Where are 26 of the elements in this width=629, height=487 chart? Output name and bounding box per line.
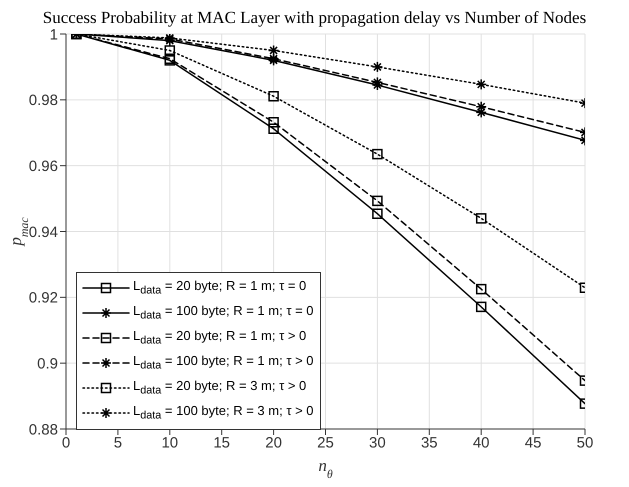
chart-title: Success Probability at MAC Layer with propagation delay vs Number of Nodes [42, 8, 588, 28]
x-tick-label: 25 [317, 434, 334, 452]
legend-label: L$_{data}$ = 20 byte; R = 1 m; τ > 0 [133, 328, 306, 347]
x-tick-label: 45 [524, 434, 542, 452]
y-tick-label: 0.98 [28, 92, 58, 110]
y-tick-label: 0.94 [28, 224, 58, 241]
x-tick-label: 50 [576, 434, 594, 452]
legend-label: L$_{data}$ = 20 byte; R = 3 m; τ > 0 [133, 378, 306, 397]
x-tick-label: 35 [420, 434, 438, 452]
y-tick-label: 0.88 [28, 421, 58, 438]
x-tick-label: 0 [62, 434, 70, 452]
legend-label: L$_{data}$ = 100 byte; R = 1 m; τ = 0 [133, 303, 314, 322]
y-tick-label: 1 [50, 26, 58, 44]
x-tick-label: 40 [472, 434, 490, 452]
y-tick-label: 0.92 [28, 290, 58, 307]
x-tick-label: 15 [213, 434, 230, 452]
x-tick-label: 30 [369, 434, 386, 452]
y-tick-label: 0.9 [37, 355, 58, 372]
legend-label: L$_{data}$ = 100 byte; R = 1 m; τ > 0 [133, 353, 314, 372]
x-tick-label: 5 [114, 434, 122, 452]
legend-label: L$_{data}$ = 20 byte; R = 1 m; τ = 0 [133, 278, 306, 297]
y-tick-label: 0.96 [28, 158, 58, 175]
x-axis-title: n$_{θ}$ [318, 456, 333, 481]
legend-label: L$_{data}$ = 100 byte; R = 3 m; τ > 0 [133, 403, 314, 422]
x-tick-label: 10 [161, 434, 178, 452]
x-tick-label: 20 [265, 434, 282, 452]
